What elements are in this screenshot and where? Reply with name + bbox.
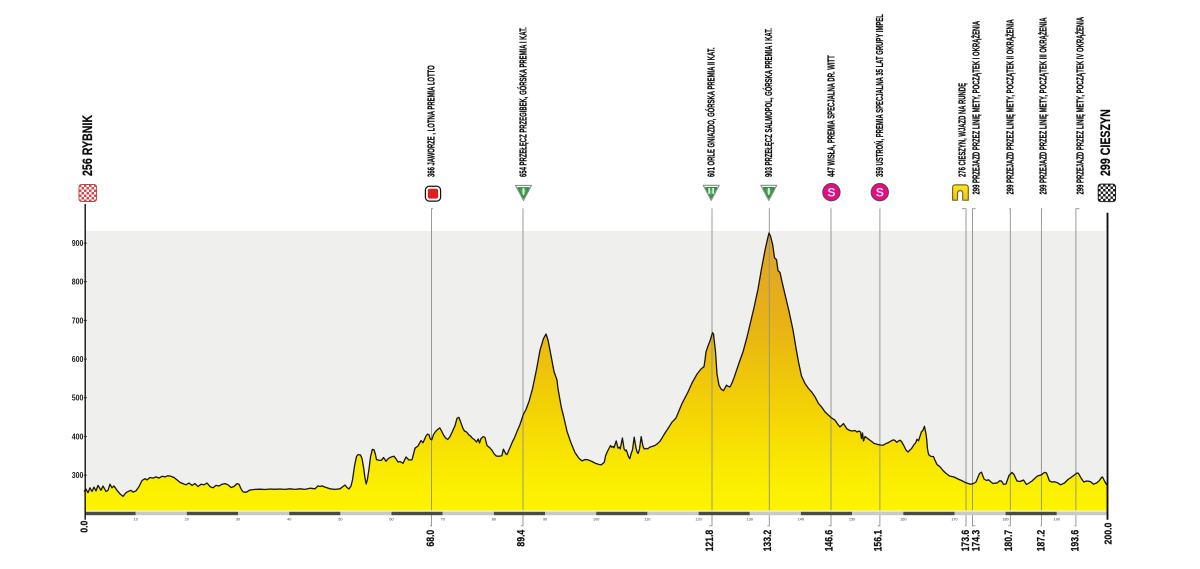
svg-text:50: 50 — [338, 518, 342, 522]
svg-text:193.6: 193.6 — [1070, 529, 1082, 551]
svg-text:60: 60 — [389, 518, 393, 522]
svg-text:299 CIESZYN: 299 CIESZYN — [1098, 109, 1114, 176]
svg-text:S: S — [827, 186, 835, 200]
svg-text:190: 190 — [1054, 518, 1060, 522]
svg-text:174.3: 174.3 — [970, 529, 982, 551]
svg-text:600: 600 — [72, 354, 84, 364]
svg-text:187.2: 187.2 — [1036, 529, 1048, 551]
svg-text:133.2: 133.2 — [762, 529, 774, 551]
svg-text:447 WISŁA, PREMIA SPECJALNA DR: 447 WISŁA, PREMIA SPECJALNA DR. WITT — [825, 55, 837, 177]
svg-text:160: 160 — [900, 518, 906, 522]
svg-text:110: 110 — [644, 518, 650, 522]
svg-text:180.7: 180.7 — [1003, 530, 1015, 552]
svg-text:121.8: 121.8 — [704, 529, 716, 551]
svg-text:299 PRZEJAZD PRZEZ LINIĘ METY,: 299 PRZEJAZD PRZEZ LINIĘ METY, POCZĄTEK … — [1004, 19, 1016, 194]
svg-text:146.6: 146.6 — [824, 529, 836, 551]
svg-text:20: 20 — [185, 518, 189, 522]
svg-text:0.0: 0.0 — [79, 521, 91, 533]
svg-text:359 USTROŃ, PREMIA SPECJALNA 3: 359 USTROŃ, PREMIA SPECJALNA 35 LAT GRUP… — [873, 14, 885, 177]
svg-text:700: 700 — [72, 316, 84, 326]
svg-text:150: 150 — [849, 518, 855, 522]
svg-text:10: 10 — [134, 518, 138, 522]
svg-text:299 PRZEJAZD PRZEZ LINIĘ METY,: 299 PRZEJAZD PRZEZ LINIĘ METY, POCZĄTEK … — [1074, 17, 1086, 195]
svg-text:654 PRZEŁĘCZ PRZEGIBEK, GÓRSKA: 654 PRZEŁĘCZ PRZEGIBEK, GÓRSKA PREMIA I … — [516, 27, 529, 177]
svg-text:89.4: 89.4 — [516, 529, 528, 546]
svg-text:173.6: 173.6 — [960, 529, 972, 551]
svg-text:256 RYBNIK: 256 RYBNIK — [80, 115, 96, 176]
svg-text:903 PRZEŁĘCZ SALMOPOL, GÓRSKA: 903 PRZEŁĘCZ SALMOPOL, GÓRSKA PREMIA I K… — [761, 28, 774, 177]
svg-text:80: 80 — [492, 518, 496, 522]
svg-text:70: 70 — [441, 518, 445, 522]
svg-text:300: 300 — [72, 470, 84, 480]
svg-text:601 ORLE GNIAZDO, GÓRSKA PREMI: 601 ORLE GNIAZDO, GÓRSKA PREMIA II KAT. — [704, 48, 717, 177]
svg-text:140: 140 — [798, 518, 804, 522]
svg-text:299 PRZEJAZD PRZEZ LINIĘ METY,: 299 PRZEJAZD PRZEZ LINIĘ METY, POCZĄTEK … — [1037, 18, 1049, 195]
svg-text:366 JAWORZE , LOTNA PREMIA LOT: 366 JAWORZE , LOTNA PREMIA LOTTO — [425, 65, 437, 177]
svg-text:100: 100 — [593, 518, 599, 522]
svg-text:170: 170 — [951, 518, 957, 522]
svg-text:900: 900 — [72, 238, 84, 248]
svg-text:30: 30 — [236, 518, 240, 522]
svg-text:800: 800 — [72, 277, 84, 287]
svg-text:40: 40 — [287, 518, 291, 522]
svg-text:299 PRZEJAZD PRZEZ LINIĘ METY,: 299 PRZEJAZD PRZEZ LINIĘ METY, POCZĄTEK … — [970, 21, 982, 195]
svg-text:156.1: 156.1 — [873, 529, 885, 551]
svg-text:500: 500 — [72, 393, 84, 403]
svg-text:90: 90 — [543, 518, 547, 522]
svg-text:S: S — [876, 186, 884, 200]
svg-text:130: 130 — [747, 518, 753, 522]
svg-text:276 CIESZYN, WJAZD NA RUNDĘ: 276 CIESZYN, WJAZD NA RUNDĘ — [956, 83, 968, 177]
svg-text:68.0: 68.0 — [425, 529, 437, 546]
svg-text:200.0: 200.0 — [1103, 523, 1115, 545]
svg-text:180: 180 — [1002, 518, 1008, 522]
svg-text:400: 400 — [72, 432, 84, 442]
svg-text:120: 120 — [695, 518, 701, 522]
